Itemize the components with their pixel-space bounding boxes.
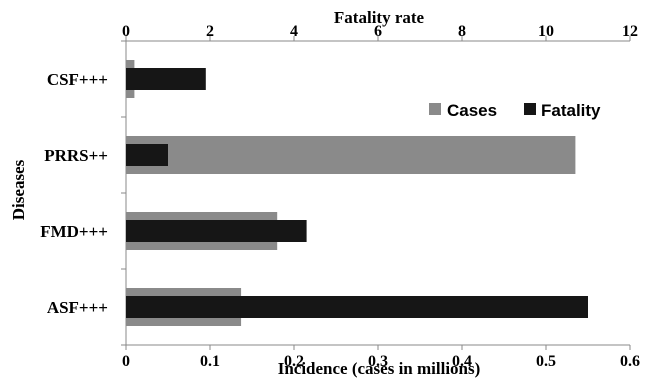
bottom-axis-title: Incidence (cases in millions) <box>278 359 481 378</box>
bottom-tick-label: 0.3 <box>368 353 388 370</box>
bar-fatality-1 <box>126 144 168 166</box>
legend-swatch-fatality <box>524 103 536 115</box>
top-x-axis: 0 2 4 6 8 10 12 <box>122 23 638 41</box>
category-label: FMD+++ <box>40 222 108 241</box>
legend-swatch-cases <box>429 103 441 115</box>
legend-label-cases: Cases <box>447 101 497 120</box>
category-label: CSF+++ <box>47 70 108 89</box>
top-tick-label: 10 <box>538 23 554 40</box>
bottom-tick-label: 0.1 <box>200 353 220 370</box>
legend-label-fatality: Fatality <box>541 101 601 120</box>
bottom-tick-label: 0.6 <box>620 353 640 370</box>
bottom-tick-label: 0.5 <box>536 353 556 370</box>
category-label: ASF+++ <box>47 298 108 317</box>
y-axis-title: Diseases <box>9 159 28 220</box>
cases-bars <box>126 60 576 326</box>
top-tick-label: 4 <box>290 23 298 40</box>
bottom-tick-label: 0.4 <box>452 353 472 370</box>
bar-cases-1 <box>126 136 576 174</box>
bar-fatality-2 <box>126 220 307 242</box>
y-axis: CSF+++ PRRS++ FMD+++ ASF+++ <box>40 40 126 346</box>
bottom-tick-label: 0 <box>122 353 130 370</box>
top-tick-label: 8 <box>458 23 466 40</box>
bar-fatality-3 <box>126 296 588 318</box>
bar-fatality-0 <box>126 68 206 90</box>
top-tick-label: 0 <box>122 23 130 40</box>
top-tick-label: 6 <box>374 23 382 40</box>
legend: Cases Fatality <box>429 101 601 120</box>
bottom-x-axis: 0 0.1 0.2 0.3 0.4 0.5 0.6 <box>122 345 640 370</box>
top-axis-title: Fatality rate <box>334 8 425 27</box>
top-tick-label: 2 <box>206 23 214 40</box>
category-label: PRRS++ <box>44 146 108 165</box>
bottom-tick-label: 0.2 <box>284 353 304 370</box>
top-tick-label: 12 <box>622 23 638 40</box>
fatality-bars <box>126 68 588 318</box>
